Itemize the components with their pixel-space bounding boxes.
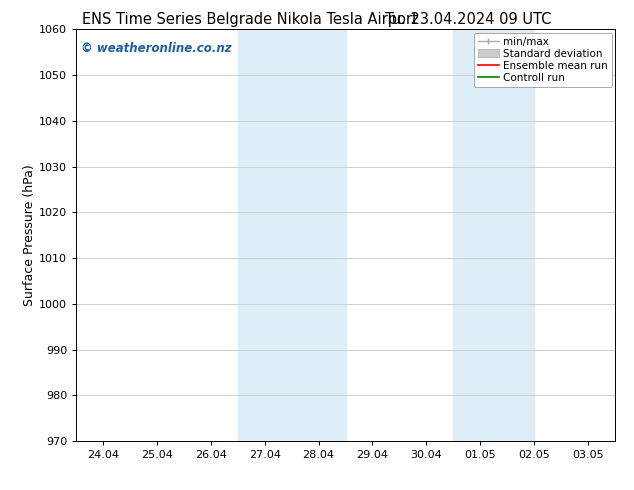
Bar [238, 29, 346, 441]
Bar [453, 29, 534, 441]
Y-axis label: Surface Pressure (hPa): Surface Pressure (hPa) [23, 164, 36, 306]
Text: ENS Time Series Belgrade Nikola Tesla Airport: ENS Time Series Belgrade Nikola Tesla Ai… [82, 12, 418, 27]
Text: Tu. 23.04.2024 09 UTC: Tu. 23.04.2024 09 UTC [385, 12, 552, 27]
Text: © weatheronline.co.nz: © weatheronline.co.nz [81, 42, 232, 55]
Legend: min/max, Standard deviation, Ensemble mean run, Controll run: min/max, Standard deviation, Ensemble me… [474, 32, 612, 87]
